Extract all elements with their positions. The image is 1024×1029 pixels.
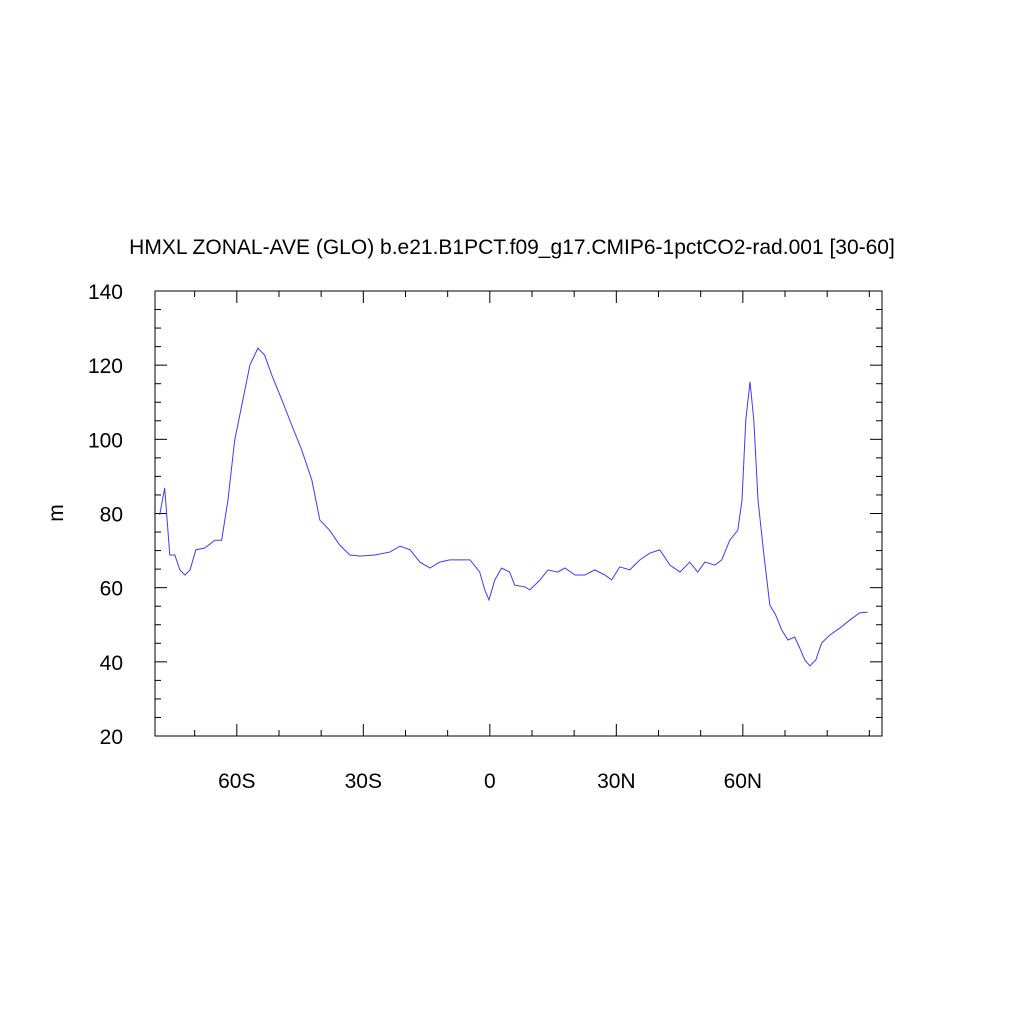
x-tick-label: 30N xyxy=(597,770,636,793)
y-tick-label: 120 xyxy=(88,355,123,378)
x-tick-label: 60S xyxy=(218,770,255,793)
y-tick-label: 60 xyxy=(100,578,123,601)
y-tick-label: 100 xyxy=(88,429,123,452)
chart-title: HMXL ZONAL-AVE (GLO) b.e21.B1PCT.f09_g17… xyxy=(129,236,895,259)
plot-frame xyxy=(154,290,883,737)
x-tick-label: 30S xyxy=(345,770,382,793)
x-tick-label: 60N xyxy=(724,770,763,793)
x-tick-label: 0 xyxy=(484,770,496,793)
y-tick-label: 20 xyxy=(100,726,123,749)
y-tick-label: 140 xyxy=(88,281,123,304)
y-axis-label: m xyxy=(45,504,68,522)
data-line xyxy=(159,347,868,667)
y-tick-label: 80 xyxy=(100,504,123,527)
y-tick-label: 40 xyxy=(100,652,123,675)
